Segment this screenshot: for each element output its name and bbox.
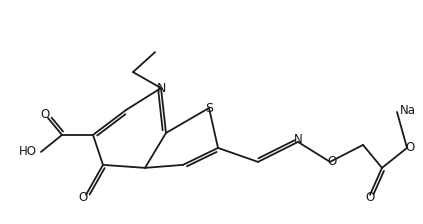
Text: N: N bbox=[157, 82, 166, 95]
Text: S: S bbox=[205, 101, 213, 114]
Text: O: O bbox=[40, 108, 49, 121]
Text: HO: HO bbox=[19, 145, 37, 158]
Text: O: O bbox=[405, 141, 415, 154]
Text: O: O bbox=[365, 191, 375, 204]
Text: Na: Na bbox=[400, 103, 416, 116]
Text: N: N bbox=[294, 134, 302, 146]
Text: O: O bbox=[78, 191, 88, 204]
Text: O: O bbox=[327, 155, 337, 168]
